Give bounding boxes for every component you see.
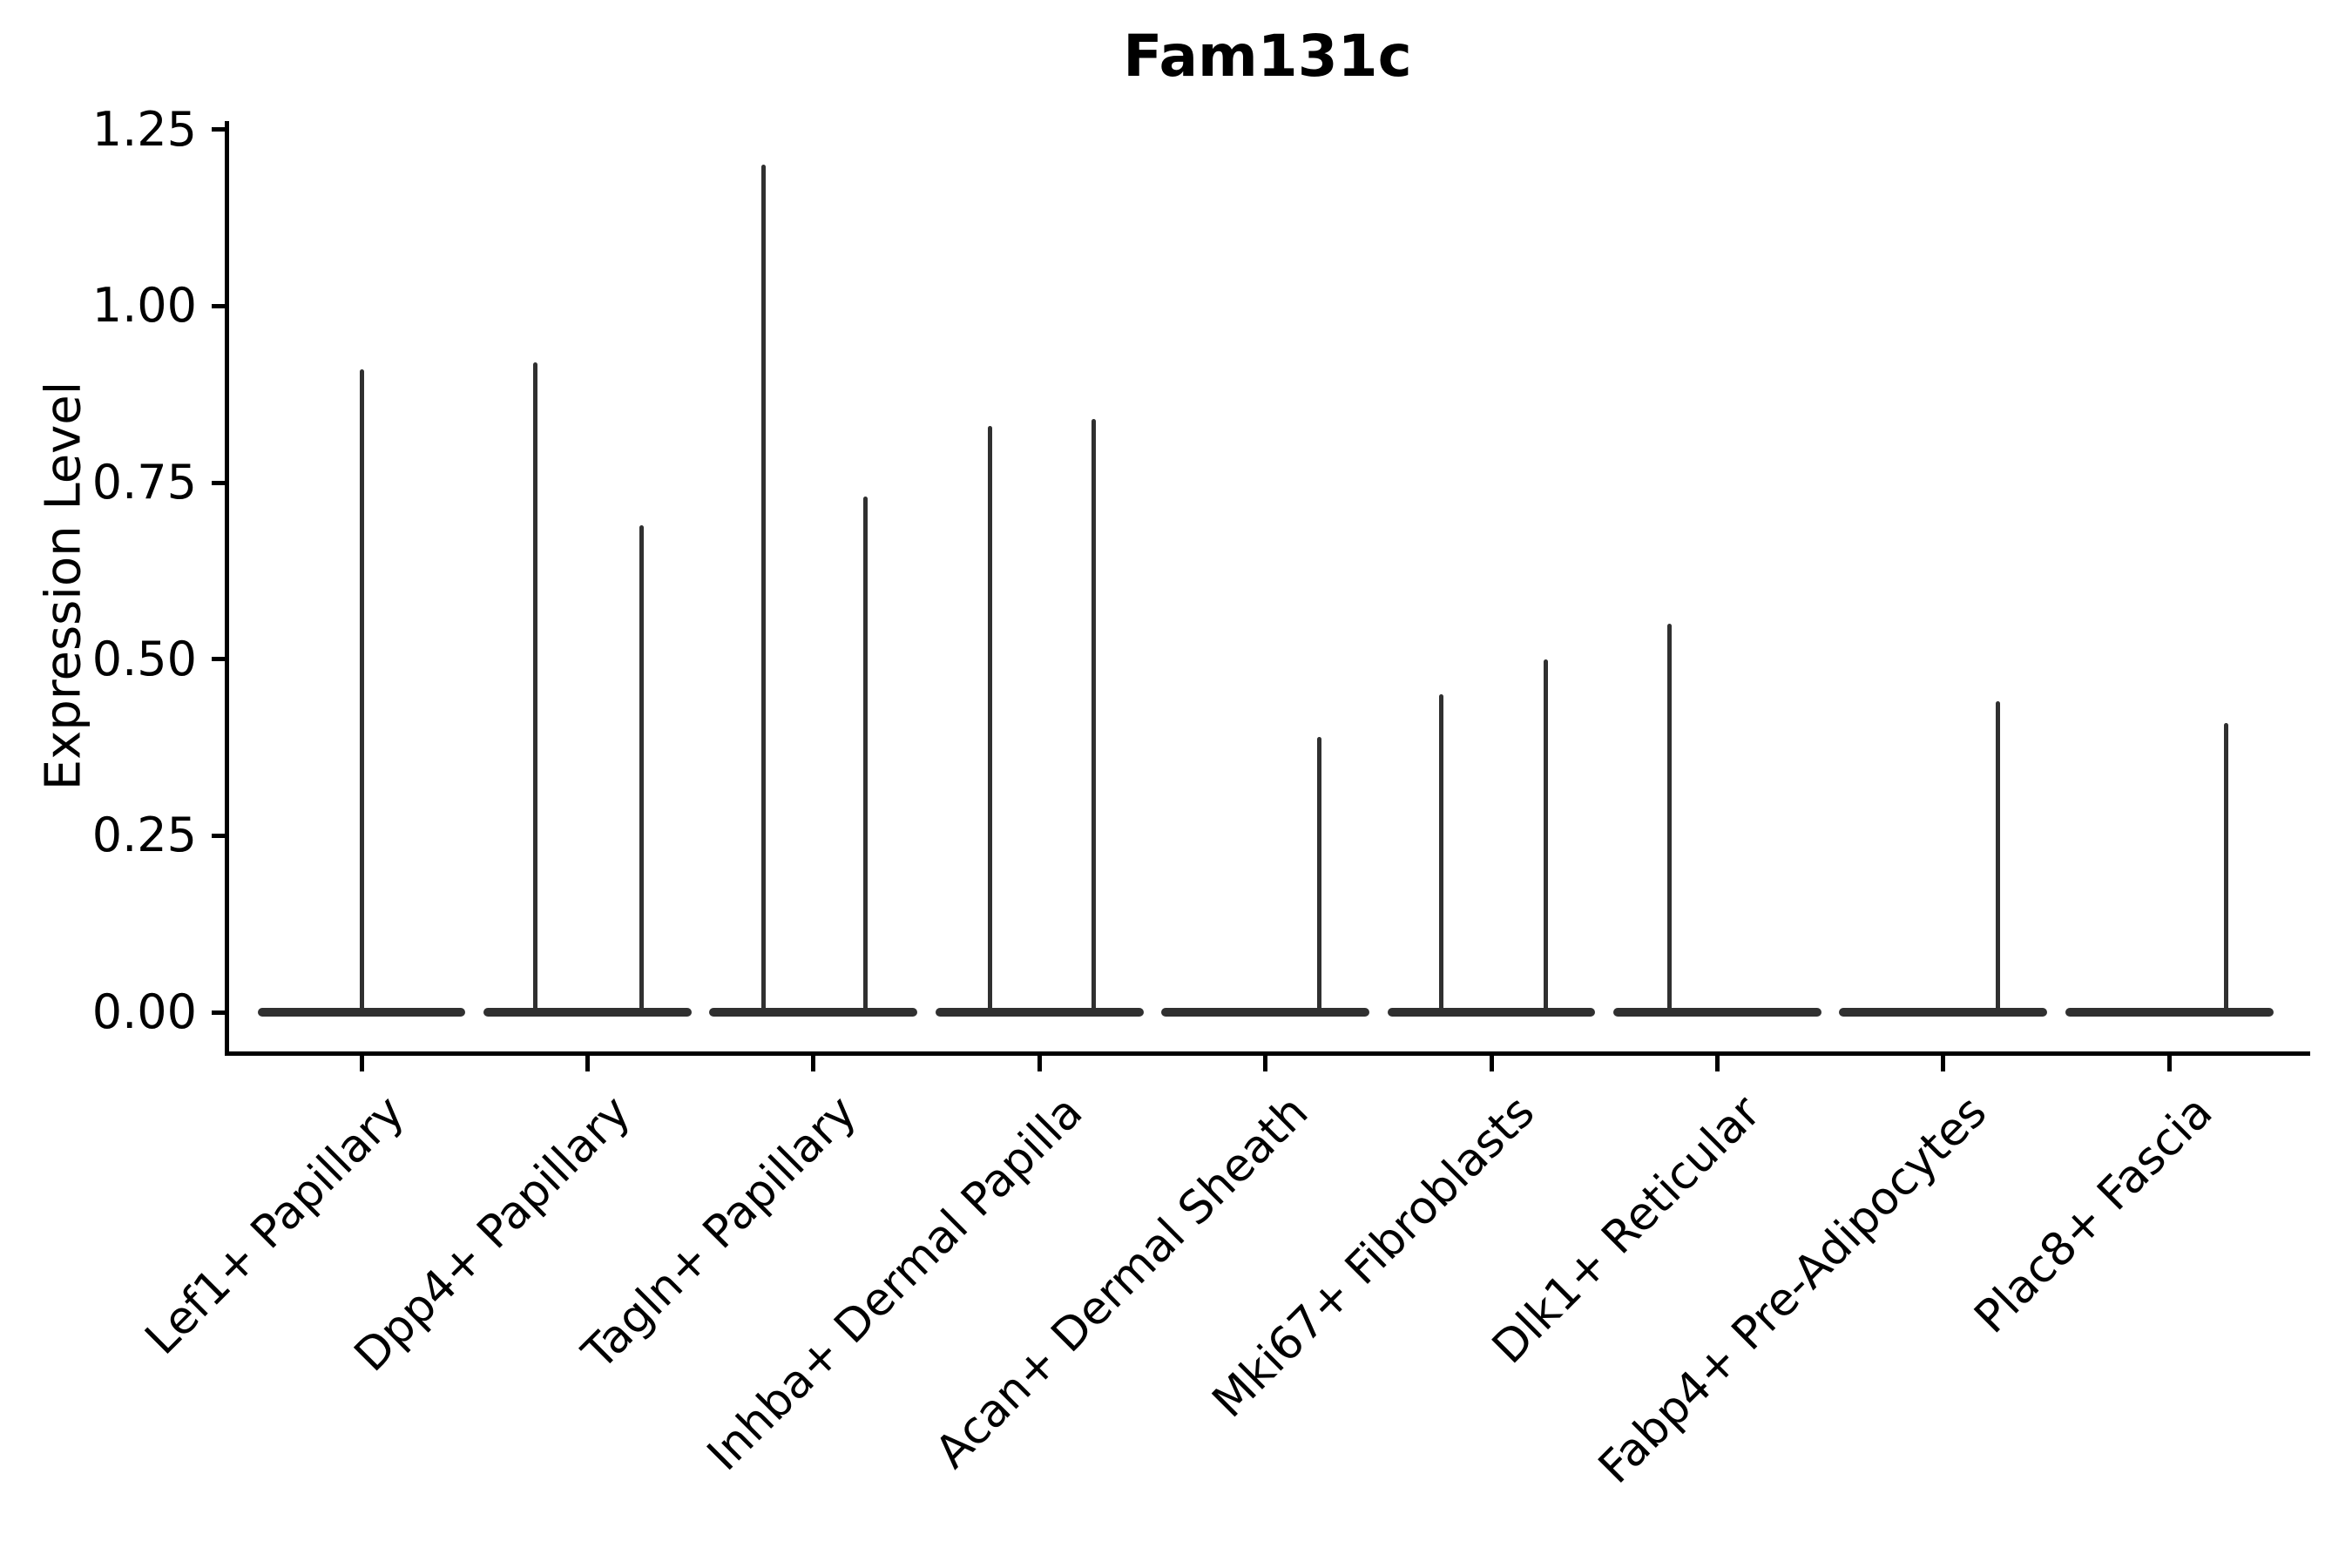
y-tick-label: 0.75 (91, 455, 197, 510)
y-axis-tick (212, 833, 226, 838)
violin-body (1839, 1008, 2048, 1017)
x-tick-label-text: Fabp4+ Pre-Adipocytes (1588, 1085, 1997, 1494)
violin-body (1161, 1008, 1369, 1017)
y-axis-tick (212, 127, 226, 132)
violin-spike (1317, 736, 1322, 1016)
x-axis-tick (1489, 1056, 1494, 1071)
x-tick-label-text: Inhba+ Dermal Papilla (697, 1085, 1093, 1482)
violin-body (1387, 1008, 1596, 1017)
y-axis-label: Expression Level (16, 381, 112, 790)
y-axis-tick (212, 303, 226, 308)
y-axis-tick (212, 480, 226, 485)
violin-spike (359, 369, 364, 1016)
violin-body (1613, 1008, 1821, 1017)
y-tick-label: 0.00 (91, 984, 197, 1039)
y-axis-tick (212, 657, 226, 662)
violin-spike (1439, 694, 1444, 1016)
y-tick-label: 0.25 (91, 808, 197, 863)
violin-body (483, 1008, 692, 1017)
x-axis-tick (2166, 1056, 2172, 1071)
y-axis-tick (212, 1010, 226, 1015)
violin-spike (639, 524, 645, 1016)
violin-spike (1995, 701, 2000, 1016)
x-axis-tick (1714, 1056, 1720, 1071)
violin-spike (2223, 722, 2228, 1016)
y-tick-label: 0.50 (91, 631, 197, 686)
x-axis-tick (359, 1056, 364, 1071)
violin-spike (761, 165, 767, 1016)
violin-spike (987, 426, 992, 1016)
x-axis-tick (1263, 1056, 1268, 1071)
violin-spike (862, 497, 868, 1016)
violin-body (935, 1008, 1144, 1017)
x-axis-tick (811, 1056, 816, 1071)
x-tick-label: Plac8+ Fascia (1577, 1086, 2222, 1344)
y-tick-label: 1.25 (91, 101, 197, 157)
x-axis-tick (1941, 1056, 1946, 1071)
x-tick-label-text: Plac8+ Fascia (1964, 1085, 2223, 1344)
violin-spike (533, 362, 538, 1016)
violin-body (2065, 1008, 2274, 1017)
y-axis-label-text: Expression Level (35, 381, 92, 790)
x-axis-tick (1037, 1056, 1042, 1071)
y-axis-spine (225, 121, 229, 1056)
x-axis-tick (585, 1056, 590, 1071)
violin-spike (1667, 624, 1673, 1016)
chart-title: Fam131c (1123, 23, 1412, 90)
x-axis-spine (225, 1051, 2310, 1056)
violin-body (709, 1008, 918, 1017)
violin-spike (1091, 419, 1096, 1016)
y-tick-label: 1.00 (91, 278, 197, 334)
violin-spike (1543, 659, 1548, 1016)
x-tick-label-text: Acan+ Dermal Sheath (925, 1085, 1319, 1479)
